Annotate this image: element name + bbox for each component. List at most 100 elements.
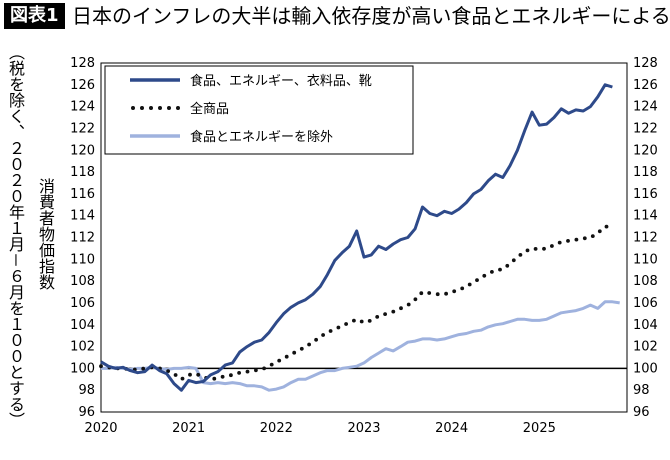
series-point bbox=[582, 236, 587, 241]
y-tick-label-left: 118 bbox=[70, 165, 95, 180]
legend-swatch-dot bbox=[140, 106, 144, 110]
y-tick-label-left: 110 bbox=[70, 252, 95, 267]
series-point bbox=[141, 366, 146, 371]
series-point bbox=[212, 376, 217, 381]
y-tick-label-right: 126 bbox=[633, 78, 658, 93]
y-ticks-left: 96 98 100 102 104 106 108 110 112 114 116 118 120 122… bbox=[70, 56, 95, 420]
legend-swatch-dot bbox=[176, 106, 180, 110]
y-tick-label-right: 104 bbox=[633, 318, 658, 333]
series-point bbox=[375, 315, 380, 319]
y-tick-label-left: 96 bbox=[78, 405, 95, 420]
series-point bbox=[328, 329, 333, 333]
series-point bbox=[467, 282, 472, 287]
series-point bbox=[435, 292, 440, 297]
series-point bbox=[352, 318, 356, 323]
y-tick-label-right: 118 bbox=[633, 165, 658, 180]
series-all-items bbox=[99, 224, 609, 381]
legend-label: 全商品 bbox=[190, 101, 229, 117]
x-ticks: 2020 2021 2022 2023 2024 2025 bbox=[84, 421, 555, 436]
y-tick-label-right: 100 bbox=[633, 361, 658, 376]
figure-badge: 図表1 bbox=[4, 3, 65, 29]
series-point bbox=[336, 325, 341, 330]
series-ex-food-energy-line bbox=[101, 300, 620, 392]
y-tick-label-right: 110 bbox=[633, 252, 658, 267]
y-tick-label-left: 120 bbox=[70, 143, 95, 158]
y-tick-label-left: 102 bbox=[70, 340, 95, 355]
y-tick-label-left: 114 bbox=[70, 209, 95, 224]
series-point bbox=[490, 270, 494, 274]
legend-swatch-dot bbox=[158, 106, 162, 110]
series-point bbox=[196, 372, 201, 377]
x-tick-label: 2020 bbox=[84, 421, 117, 436]
y-tick-label-right: 114 bbox=[633, 209, 658, 224]
y-tick-label-right: 102 bbox=[633, 340, 658, 355]
y-tick-label-right: 116 bbox=[633, 187, 658, 202]
series-point bbox=[314, 337, 318, 342]
series-point bbox=[254, 368, 258, 373]
y-tick-label-left: 100 bbox=[70, 361, 95, 376]
series-point bbox=[444, 291, 448, 296]
y-tick-label-left: 98 bbox=[78, 383, 95, 398]
series-point bbox=[99, 364, 103, 369]
legend-swatch-dot bbox=[131, 106, 135, 110]
series-point bbox=[557, 240, 562, 245]
series-point bbox=[383, 312, 387, 316]
series-point bbox=[542, 246, 546, 251]
y-tick-label-right: 128 bbox=[633, 56, 658, 71]
series-point bbox=[262, 366, 266, 371]
y-tick-label-left: 124 bbox=[70, 100, 95, 115]
y-tick-label-left: 106 bbox=[70, 296, 95, 311]
y-axis-note: （税を除く、２０２０年１月－６月を１００とする） bbox=[6, 44, 25, 429]
series-point bbox=[269, 362, 274, 367]
x-tick-label: 2024 bbox=[435, 421, 468, 436]
y-tick-label-right: 108 bbox=[633, 274, 658, 289]
plot-frame bbox=[100, 62, 628, 413]
series-point bbox=[597, 229, 602, 234]
header: 図表1 日本のインフレの大半は輸入依存度が高い食品とエネルギーによる bbox=[0, 0, 670, 34]
series-point bbox=[391, 309, 396, 314]
y-tick-label-left: 108 bbox=[70, 274, 95, 289]
series-point bbox=[574, 237, 579, 242]
y-tick-label-right: 124 bbox=[633, 100, 658, 115]
series-point bbox=[482, 273, 487, 278]
series-point bbox=[292, 350, 297, 355]
series-point bbox=[460, 286, 465, 291]
series-point bbox=[566, 239, 570, 243]
series-point bbox=[229, 373, 233, 378]
series-point bbox=[180, 376, 185, 381]
series-point bbox=[245, 369, 250, 374]
y-ticks-right: 96 98 100 102 104 106 108 110 112 114 116 118 120 122… bbox=[633, 56, 658, 420]
series-point bbox=[321, 333, 325, 337]
y-tick-label-left: 104 bbox=[70, 318, 95, 333]
series-food-energy-clothing-line bbox=[100, 83, 613, 392]
series-point bbox=[413, 297, 418, 302]
y-tick-label-left: 122 bbox=[70, 121, 95, 136]
legend-label: 食品、エネルギー、衣料品、靴 bbox=[190, 73, 372, 89]
series-point bbox=[590, 234, 595, 239]
legend-swatch-dot bbox=[167, 106, 171, 110]
series-point bbox=[498, 267, 502, 272]
series-point bbox=[220, 374, 225, 379]
series-point bbox=[475, 278, 479, 282]
x-tick-label: 2021 bbox=[172, 421, 205, 436]
y-tick-label-left: 126 bbox=[70, 78, 95, 93]
series-point bbox=[277, 358, 282, 363]
y-axis-label: 消費者物価指数 bbox=[36, 178, 55, 290]
y-tick-label-right: 122 bbox=[633, 121, 658, 136]
y-tick-label-right: 120 bbox=[633, 143, 658, 158]
series-point bbox=[307, 342, 311, 347]
series-point bbox=[299, 346, 304, 351]
legend-swatch-dot bbox=[149, 106, 153, 110]
legend-label: 食品とエネルギーを除外 bbox=[190, 129, 333, 145]
y-tick-label-right: 106 bbox=[633, 296, 658, 311]
x-tick-label: 2025 bbox=[523, 421, 556, 436]
series-point bbox=[604, 224, 609, 229]
y-tick-label-right: 98 bbox=[633, 383, 650, 398]
series-point bbox=[367, 319, 372, 323]
series-point bbox=[406, 302, 411, 307]
x-tick-label: 2022 bbox=[260, 421, 293, 436]
series-point bbox=[550, 244, 554, 248]
y-tick-label-left: 112 bbox=[70, 231, 95, 246]
